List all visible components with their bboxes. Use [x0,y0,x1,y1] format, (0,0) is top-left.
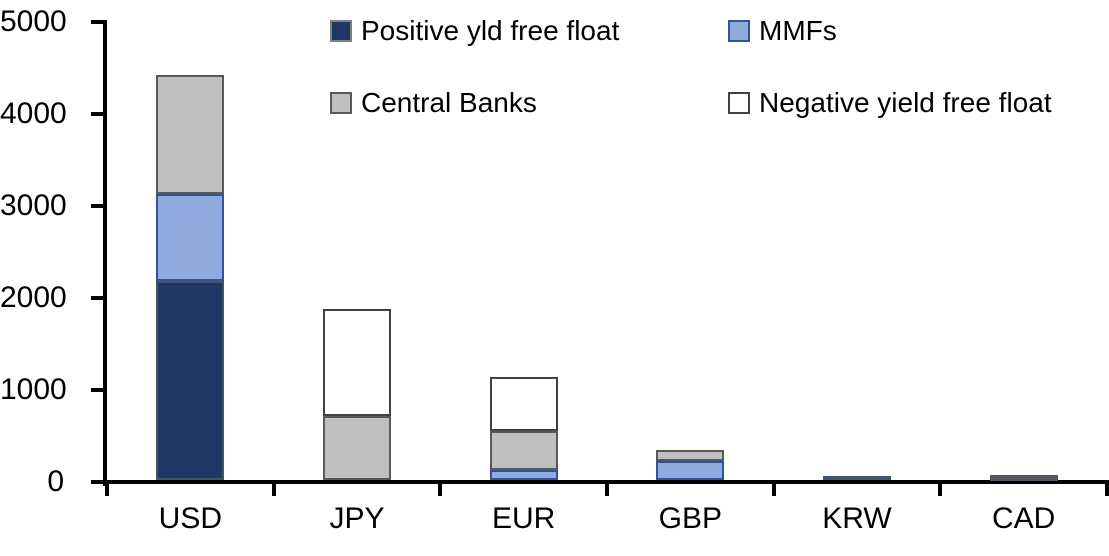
y-axis-tick-label: 1000 [0,373,67,406]
bar-segment-gbp-1 [656,460,725,480]
x-axis-tick [771,484,776,496]
legend-item-0: Positive yld free float [330,16,619,46]
x-axis-category-label: EUR [491,502,556,535]
bar-segment-eur-2 [489,431,558,470]
legend-item-label: Central Banks [361,87,537,118]
x-axis-category-label: USD [158,502,222,535]
legend-swatch-icon [728,92,750,114]
y-axis-tick-label: 3000 [0,189,67,222]
legend-item-1: MMFs [728,16,837,46]
x-axis-tick [938,484,943,496]
legend-swatch-icon [330,92,352,114]
x-axis-tick [438,484,443,496]
legend-item-label: MMFs [759,15,837,46]
y-axis-tick-label: 2000 [0,281,67,314]
y-axis-tick [91,388,103,392]
x-axis-tick [105,484,109,496]
bar-segment-cad-2 [989,474,1058,479]
bar-segment-eur-3 [489,376,558,432]
bar-segment-krw-0 [823,475,891,480]
bar-segment-jpy-2 [323,415,391,480]
x-axis-tick [605,484,609,496]
bar-segment-jpy-3 [323,308,391,416]
y-axis-tick [91,20,103,24]
legend-item-label: Positive yld free float [361,15,620,46]
y-axis-tick [91,204,103,208]
x-axis-category-label: JPY [329,502,385,535]
x-axis-tick [271,484,276,496]
x-axis-category-label: CAD [991,502,1056,535]
x-axis-category-label: GBP [658,502,722,535]
x-axis-line [103,480,1109,484]
legend-item-label: Negative yield free float [759,87,1052,118]
y-axis-tick [91,480,103,484]
bar-segment-eur-1 [489,469,558,480]
y-axis-line [103,20,107,486]
legend-swatch-icon [330,20,352,42]
y-axis-tick [91,112,103,116]
legend-item-3: Negative yield free float [728,88,1052,118]
bar-segment-gbp-2 [656,449,725,461]
legend-swatch-icon [728,20,750,42]
x-axis-category-label: KRW [822,502,892,535]
y-axis-tick-label: 4000 [0,97,67,130]
y-axis-tick-label: 5000 [0,5,67,38]
bar-segment-usd-2 [156,75,225,194]
x-axis-tick [1105,484,1109,496]
bar-segment-usd-0 [156,281,225,480]
y-axis-tick [91,296,103,300]
bar-segment-usd-1 [156,193,225,282]
legend-item-2: Central Banks [330,88,537,118]
y-axis-tick-label: 0 [47,465,64,498]
